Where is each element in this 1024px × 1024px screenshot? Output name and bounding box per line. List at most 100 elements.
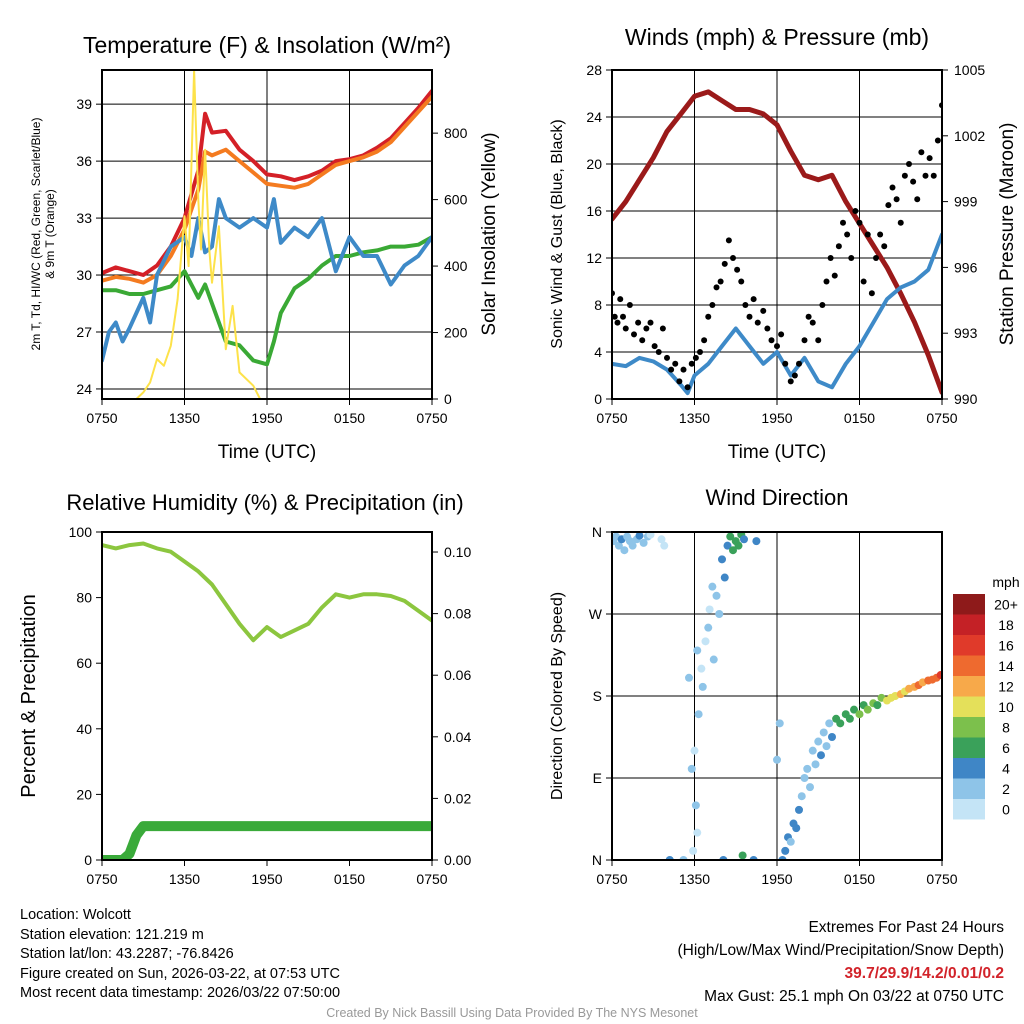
y-right-tick-label: 200 <box>444 325 468 341</box>
y-right-axis-label: Station Pressure (Maroon) <box>997 123 1018 346</box>
chart-panel-1: Temperature (F) & Insolation (W/m²) 0750 1… <box>29 32 500 463</box>
gust-point <box>612 313 618 320</box>
y-tick-label: 0 <box>594 391 602 407</box>
gust-point <box>868 290 875 297</box>
wind-direction-point <box>797 792 806 801</box>
gust-point <box>819 302 826 308</box>
recent-data-text: Most recent data timestamp: 2026/03/22 0… <box>20 985 341 1001</box>
y-tick-label: W <box>589 606 603 622</box>
wind-direction-point <box>786 837 795 846</box>
y-axis-label: Percent & Precipitation <box>18 594 40 797</box>
y-tick-label: 24 <box>586 109 602 125</box>
x-tick-label: 0750 <box>86 410 117 426</box>
y-tick-label: 100 <box>69 524 93 540</box>
wind-direction-point <box>822 742 831 751</box>
y-right-tick-label: 0.06 <box>444 667 471 683</box>
gust-point <box>705 313 712 320</box>
gust-point <box>622 325 629 332</box>
wind-direction-point <box>620 546 629 555</box>
y-axis-label: Sonic Wind & Gust (Blue, Black) <box>549 119 566 348</box>
extremes-info: Extremes For Past 24 Hours (High/Low/Max… <box>678 916 1005 1008</box>
gust-point <box>668 366 675 373</box>
y-tick-label: 36 <box>76 153 92 169</box>
x-tick-label: 0150 <box>334 871 365 887</box>
x-tick-label: 0150 <box>334 410 365 426</box>
y-right-tick-label: 999 <box>954 194 978 210</box>
y-right-tick-label: 0.04 <box>444 729 471 745</box>
colorbar-label: 16 <box>998 637 1014 653</box>
wind-direction-point <box>828 733 836 741</box>
gust-point <box>922 172 929 179</box>
wind-direction-point <box>689 846 698 855</box>
gust-point <box>852 208 859 214</box>
y-tick-label: 39 <box>76 96 92 112</box>
colorbar-swatch <box>953 676 985 697</box>
wind-direction-point <box>806 783 814 792</box>
x-tick-label: 0750 <box>416 871 447 887</box>
y-right-tick-label: 0.02 <box>444 790 471 806</box>
x-tick-label: 0750 <box>86 871 117 887</box>
y-right-tick-label: 993 <box>954 325 978 341</box>
wind-direction-point <box>698 682 707 691</box>
gust-point <box>885 202 892 209</box>
x-tick-label: 1350 <box>169 871 200 887</box>
wind-direction-point <box>693 646 702 655</box>
gust-point <box>809 319 816 326</box>
x-tick-label: 0750 <box>926 410 957 426</box>
gust-point <box>750 296 757 303</box>
gust-point <box>701 337 708 344</box>
series-line-rh <box>102 541 432 643</box>
plot-area <box>102 70 432 399</box>
wind-direction-point <box>803 764 812 773</box>
gust-point <box>620 313 626 320</box>
y-right-tick-label: 800 <box>444 125 468 141</box>
station-info: Location: Wolcott Station elevation: 121… <box>20 906 340 1004</box>
plot-frame <box>611 69 943 400</box>
series-line-hi-wc <box>102 197 432 363</box>
x-tick-label: 0150 <box>844 410 875 426</box>
gust-point <box>827 255 834 261</box>
y-right-tick-label: 1005 <box>954 62 985 78</box>
colorbar-title: mph <box>992 574 1019 590</box>
y-right-axis-label: Solar Insolation (Yellow) <box>479 132 500 335</box>
y-axis-label: 2m T, Td, HI/WC (Red, Green, Scarlet/Blu… <box>29 118 43 351</box>
plot-area <box>102 541 432 860</box>
wind-direction-point <box>697 664 706 673</box>
wind-direction-point <box>709 655 718 664</box>
colorbar-label: 12 <box>998 678 1014 694</box>
colorbar-label: 6 <box>1002 740 1010 756</box>
colorbar-swatch <box>953 655 985 676</box>
y-tick-label: 30 <box>76 267 92 283</box>
gust-point <box>823 278 830 285</box>
wind-direction-point <box>855 710 864 719</box>
wind-direction-point <box>628 541 637 550</box>
wind-direction-point <box>723 541 732 550</box>
wind-direction-point <box>795 805 803 814</box>
y-tick-label: S <box>593 688 602 704</box>
credit-text: Created By Nick Bassill Using Data Provi… <box>326 1006 698 1020</box>
gust-point <box>688 360 695 367</box>
wind-direction-point <box>817 751 825 760</box>
gust-point <box>910 178 917 185</box>
gust-point <box>692 354 699 361</box>
gust-point <box>760 307 767 314</box>
wind-direction-point <box>792 824 801 833</box>
wind-direction-point <box>734 541 743 550</box>
wind-direction-point <box>836 719 845 728</box>
wind-direction-point <box>657 535 666 544</box>
y-tick-label: 16 <box>586 203 602 219</box>
gust-point <box>774 343 780 350</box>
x-tick-label: 1950 <box>761 410 792 426</box>
gust-point <box>840 219 846 226</box>
x-axis-label: Time (UTC) <box>218 442 317 463</box>
gust-point <box>639 337 646 344</box>
x-tick-label: 1950 <box>251 871 282 887</box>
y-tick-label: 80 <box>76 590 92 606</box>
gust-point <box>617 296 624 303</box>
colorbar: mph 0 2 4 6 8 10 12 14 16 18 20+ <box>953 574 1020 820</box>
latlon-text: Station lat/lon: 43.2287; -76.8426 <box>20 946 234 962</box>
y-right-tick-label: 0.08 <box>444 606 471 622</box>
x-axis-label: Time (UTC) <box>728 442 827 463</box>
series-line-sonic-wind <box>612 232 942 396</box>
